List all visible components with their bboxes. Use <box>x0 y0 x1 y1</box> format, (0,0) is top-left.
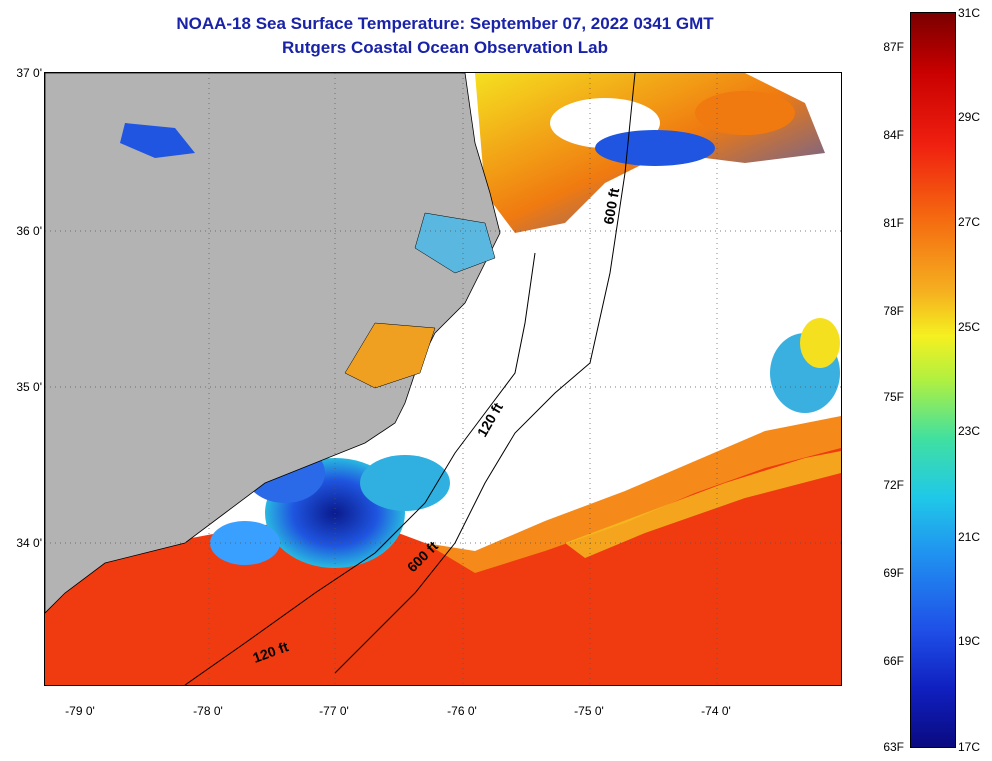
cb-label-c-29: 29C <box>958 110 981 124</box>
cb-label-c-17: 17C <box>958 740 981 754</box>
lon-label-75: -75 0' <box>574 704 604 718</box>
lon-label-79: -79 0' <box>65 704 95 718</box>
cb-label-f-69: 69F <box>883 566 904 580</box>
lon-label-77: -77 0' <box>319 704 349 718</box>
mid-patch-east <box>800 318 840 368</box>
warm-front-band <box>425 416 841 573</box>
contour-label-600-north: 600 ft <box>600 186 622 225</box>
cool-patch <box>360 455 450 511</box>
mid-temp-band <box>565 451 841 558</box>
lon-label-78: -78 0' <box>193 704 223 718</box>
cb-label-c-23: 23C <box>958 424 981 438</box>
map-subtitle: Rutgers Coastal Ocean Observation Lab <box>282 38 608 57</box>
cb-label-c-27: 27C <box>958 215 981 229</box>
lat-label-34: 34 0' <box>16 536 42 550</box>
cb-label-f-84: 84F <box>883 128 904 142</box>
cb-label-f-72: 72F <box>883 478 904 492</box>
contour-120ft <box>184 252 536 685</box>
cb-label-c-25: 25C <box>958 320 981 334</box>
cb-label-c-31: 31C <box>958 6 981 20</box>
lat-label-37: 37 0' <box>16 66 42 80</box>
lon-label-76: -76 0' <box>447 704 477 718</box>
cb-label-c-21: 21C <box>958 530 981 544</box>
cb-label-f-81: 81F <box>883 216 904 230</box>
cb-label-f-78: 78F <box>883 304 904 318</box>
sst-map-canvas: 600 ft 120 ft 600 ft 120 ft <box>45 73 841 685</box>
cb-label-c-19: 19C <box>958 634 981 648</box>
lon-label-74: -74 0' <box>701 704 731 718</box>
lat-label-35: 35 0' <box>16 380 42 394</box>
contour-600ft <box>334 73 636 674</box>
warm-patch-north <box>695 91 795 135</box>
map-title: NOAA-18 Sea Surface Temperature: Septemb… <box>176 14 714 33</box>
sst-map: 600 ft 120 ft 600 ft 120 ft <box>44 72 842 686</box>
pamlico-sound <box>344 322 436 389</box>
lat-label-36: 36 0' <box>16 224 42 238</box>
cold-band-north <box>595 130 715 166</box>
temperature-colorbar <box>910 12 956 748</box>
land-mass <box>45 73 501 614</box>
graticule <box>45 73 841 685</box>
cb-label-f-75: 75F <box>883 390 904 404</box>
cb-label-f-87: 87F <box>883 40 904 54</box>
cb-label-f-63: 63F <box>883 740 904 754</box>
albemarle-sound <box>414 212 496 274</box>
cb-label-f-66: 66F <box>883 654 904 668</box>
inland-lake <box>120 123 195 158</box>
